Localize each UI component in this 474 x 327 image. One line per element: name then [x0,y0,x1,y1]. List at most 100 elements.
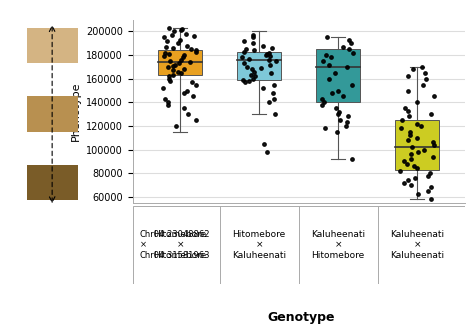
Point [266,54,274,59]
Point [272,112,279,117]
Point [417,123,425,129]
Point [192,82,200,87]
Bar [316,49,360,102]
Bar [27,96,78,132]
Point [191,34,198,39]
Point [249,76,257,81]
Point [247,73,255,78]
Point [267,70,274,76]
Point [180,52,188,58]
Point [270,82,278,87]
Point [192,49,200,54]
Point [248,67,255,72]
Point [427,185,435,190]
Point [328,90,336,95]
Point [349,50,357,55]
FancyBboxPatch shape [133,206,465,284]
Point [240,49,248,54]
Point [184,112,192,117]
Point [239,77,247,82]
Point [172,62,179,67]
Point [413,135,421,140]
Point [188,79,195,85]
Point [319,58,327,63]
Point [420,147,428,152]
Point [332,106,339,111]
Point [269,90,277,95]
Point [174,69,182,74]
Point [398,117,405,123]
Point [343,120,351,125]
Point [170,29,177,34]
Point [192,48,200,53]
Point [242,46,249,52]
Point [249,41,257,46]
Point [160,35,168,40]
Point [337,117,344,123]
Point [174,41,182,46]
Point [322,52,330,58]
Point [168,32,175,38]
Point [182,31,190,36]
Point [164,102,172,107]
Point [265,57,273,62]
Point [339,94,346,99]
Point [266,62,273,67]
Point [401,106,409,111]
Point [426,171,433,176]
Point [166,78,174,84]
Point [406,114,413,119]
Text: Kaluheenati
×
Hitomebore: Kaluheenati × Hitomebore [311,230,365,260]
Point [430,94,438,99]
Point [427,197,435,202]
Point [413,100,420,105]
Point [250,48,258,53]
Point [397,126,405,131]
Point [169,68,177,73]
Point [415,192,422,197]
Point [183,88,191,93]
Point [422,76,430,81]
Point [428,112,435,117]
Point [238,55,246,60]
Point [265,100,273,105]
Point [333,129,341,134]
Point [259,86,266,91]
Point [421,70,429,76]
Point [344,114,351,119]
Point [175,61,182,66]
Point [396,168,404,173]
Point [178,26,185,32]
Point [347,41,355,46]
Point [180,90,187,95]
Bar [27,165,78,200]
Point [345,46,353,52]
Point [321,126,328,131]
Point [240,61,248,66]
Point [323,35,331,40]
Point [327,55,335,60]
Point [428,154,436,159]
Point [192,117,200,123]
Text: Hitomebore
×
Hitomebore: Hitomebore × Hitomebore [154,230,207,260]
Point [180,106,187,111]
Text: Genotype: Genotype [267,311,335,324]
Point [160,86,167,91]
Y-axis label: Phenotype: Phenotype [71,81,81,141]
Point [335,88,342,93]
Point [250,69,258,74]
Point [404,178,411,183]
Point [325,62,332,67]
Text: Kaluheenati
×
Kaluheenati: Kaluheenati × Kaluheenati [390,230,444,260]
Bar [395,120,439,170]
Point [172,123,180,129]
Point [177,28,184,33]
Point [268,45,275,51]
Point [404,108,412,113]
Point [260,43,267,48]
Point [400,159,408,164]
Point [189,94,197,99]
Point [245,78,252,84]
Point [404,161,411,166]
Point [165,25,173,30]
